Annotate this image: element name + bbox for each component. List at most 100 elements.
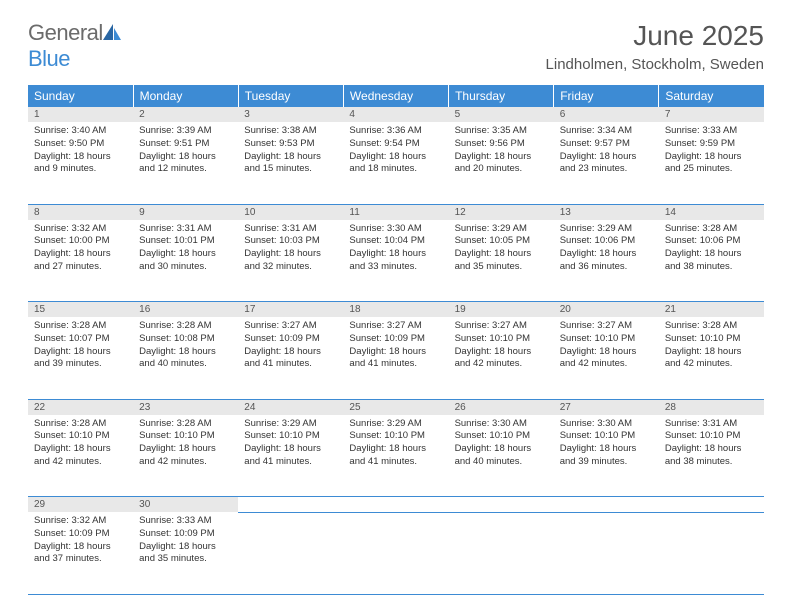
- day-details: Sunrise: 3:28 AMSunset: 10:08 PMDaylight…: [133, 317, 238, 377]
- day-cell: [449, 512, 554, 594]
- day-number-cell: 16: [133, 302, 238, 318]
- day-cell: Sunrise: 3:30 AMSunset: 10:04 PMDaylight…: [343, 220, 448, 302]
- daylight-text: Daylight: 18 hours and 35 minutes.: [139, 541, 232, 567]
- day-cell: Sunrise: 3:27 AMSunset: 10:09 PMDaylight…: [343, 317, 448, 399]
- day-cell: [554, 512, 659, 594]
- daylight-text: Daylight: 18 hours and 27 minutes.: [34, 248, 127, 274]
- day-number-cell: 11: [343, 204, 448, 220]
- sunrise-text: Sunrise: 3:32 AM: [34, 515, 127, 528]
- day-cell: Sunrise: 3:27 AMSunset: 10:09 PMDaylight…: [238, 317, 343, 399]
- day-number-cell: 17: [238, 302, 343, 318]
- day-number-row: 2930: [28, 497, 764, 513]
- sunrise-text: Sunrise: 3:29 AM: [455, 223, 548, 236]
- day-details: Sunrise: 3:40 AMSunset: 9:50 PMDaylight:…: [28, 122, 133, 182]
- sunset-text: Sunset: 10:10 PM: [665, 333, 758, 346]
- sunset-text: Sunset: 9:56 PM: [455, 138, 548, 151]
- day-cell: Sunrise: 3:34 AMSunset: 9:57 PMDaylight:…: [554, 122, 659, 204]
- day-cell: Sunrise: 3:35 AMSunset: 9:56 PMDaylight:…: [449, 122, 554, 204]
- sunrise-text: Sunrise: 3:33 AM: [139, 515, 232, 528]
- daylight-text: Daylight: 18 hours and 42 minutes.: [34, 443, 127, 469]
- day-cell: Sunrise: 3:32 AMSunset: 10:00 PMDaylight…: [28, 220, 133, 302]
- day-details: Sunrise: 3:27 AMSunset: 10:10 PMDaylight…: [554, 317, 659, 377]
- sunset-text: Sunset: 10:09 PM: [244, 333, 337, 346]
- sunrise-text: Sunrise: 3:30 AM: [560, 418, 653, 431]
- sunset-text: Sunset: 10:00 PM: [34, 235, 127, 248]
- daylight-text: Daylight: 18 hours and 33 minutes.: [349, 248, 442, 274]
- day-number-cell: 9: [133, 204, 238, 220]
- sunset-text: Sunset: 9:50 PM: [34, 138, 127, 151]
- header: GeneralBlue June 2025 Lindholmen, Stockh…: [28, 20, 764, 73]
- daylight-text: Daylight: 18 hours and 40 minutes.: [455, 443, 548, 469]
- sunset-text: Sunset: 10:10 PM: [244, 430, 337, 443]
- day-number-cell: 8: [28, 204, 133, 220]
- day-number-cell: [449, 497, 554, 513]
- daylight-text: Daylight: 18 hours and 41 minutes.: [349, 346, 442, 372]
- day-number-cell: 19: [449, 302, 554, 318]
- day-cell: Sunrise: 3:29 AMSunset: 10:06 PMDaylight…: [554, 220, 659, 302]
- logo-part2: Blue: [28, 46, 70, 71]
- daylight-text: Daylight: 18 hours and 18 minutes.: [349, 151, 442, 177]
- sunrise-text: Sunrise: 3:36 AM: [349, 125, 442, 138]
- day-number-cell: 5: [449, 107, 554, 122]
- day-number-cell: 26: [449, 399, 554, 415]
- day-cell: [659, 512, 764, 594]
- day-number-cell: [659, 497, 764, 513]
- sunrise-text: Sunrise: 3:30 AM: [349, 223, 442, 236]
- day-cell: Sunrise: 3:33 AMSunset: 9:59 PMDaylight:…: [659, 122, 764, 204]
- daylight-text: Daylight: 18 hours and 23 minutes.: [560, 151, 653, 177]
- daylight-text: Daylight: 18 hours and 25 minutes.: [665, 151, 758, 177]
- day-cell: Sunrise: 3:28 AMSunset: 10:06 PMDaylight…: [659, 220, 764, 302]
- weekday-header: Monday: [133, 85, 238, 107]
- day-details: Sunrise: 3:33 AMSunset: 10:09 PMDaylight…: [133, 512, 238, 572]
- day-cell: Sunrise: 3:28 AMSunset: 10:10 PMDaylight…: [28, 415, 133, 497]
- weekday-header-row: Sunday Monday Tuesday Wednesday Thursday…: [28, 85, 764, 107]
- day-details: Sunrise: 3:31 AMSunset: 10:01 PMDaylight…: [133, 220, 238, 280]
- sunset-text: Sunset: 10:10 PM: [455, 333, 548, 346]
- sunrise-text: Sunrise: 3:27 AM: [349, 320, 442, 333]
- day-details: Sunrise: 3:35 AMSunset: 9:56 PMDaylight:…: [449, 122, 554, 182]
- daylight-text: Daylight: 18 hours and 38 minutes.: [665, 443, 758, 469]
- day-number-cell: 30: [133, 497, 238, 513]
- logo-sail-icon: [103, 24, 121, 40]
- day-details: Sunrise: 3:29 AMSunset: 10:05 PMDaylight…: [449, 220, 554, 280]
- daylight-text: Daylight: 18 hours and 41 minutes.: [244, 346, 337, 372]
- sunset-text: Sunset: 10:09 PM: [349, 333, 442, 346]
- day-cell: Sunrise: 3:28 AMSunset: 10:10 PMDaylight…: [659, 317, 764, 399]
- day-number-cell: 6: [554, 107, 659, 122]
- logo: GeneralBlue: [28, 20, 121, 72]
- sunset-text: Sunset: 10:10 PM: [455, 430, 548, 443]
- sunrise-text: Sunrise: 3:33 AM: [665, 125, 758, 138]
- daylight-text: Daylight: 18 hours and 40 minutes.: [139, 346, 232, 372]
- day-number-cell: 2: [133, 107, 238, 122]
- sunset-text: Sunset: 10:10 PM: [34, 430, 127, 443]
- day-number-cell: 18: [343, 302, 448, 318]
- day-cell: Sunrise: 3:30 AMSunset: 10:10 PMDaylight…: [554, 415, 659, 497]
- daylight-text: Daylight: 18 hours and 37 minutes.: [34, 541, 127, 567]
- sunrise-text: Sunrise: 3:27 AM: [560, 320, 653, 333]
- title-block: June 2025 Lindholmen, Stockholm, Sweden: [546, 20, 764, 73]
- weekday-header: Sunday: [28, 85, 133, 107]
- sunset-text: Sunset: 10:06 PM: [560, 235, 653, 248]
- daylight-text: Daylight: 18 hours and 39 minutes.: [34, 346, 127, 372]
- sunrise-text: Sunrise: 3:34 AM: [560, 125, 653, 138]
- day-number-cell: 25: [343, 399, 448, 415]
- day-number-cell: 27: [554, 399, 659, 415]
- daylight-text: Daylight: 18 hours and 38 minutes.: [665, 248, 758, 274]
- day-cell: Sunrise: 3:32 AMSunset: 10:09 PMDaylight…: [28, 512, 133, 594]
- sunrise-text: Sunrise: 3:28 AM: [34, 418, 127, 431]
- day-cell: [238, 512, 343, 594]
- day-number-cell: 24: [238, 399, 343, 415]
- sunset-text: Sunset: 10:04 PM: [349, 235, 442, 248]
- sunrise-text: Sunrise: 3:28 AM: [665, 320, 758, 333]
- logo-text: GeneralBlue: [28, 20, 121, 72]
- sunrise-text: Sunrise: 3:35 AM: [455, 125, 548, 138]
- day-details: Sunrise: 3:36 AMSunset: 9:54 PMDaylight:…: [343, 122, 448, 182]
- daylight-text: Daylight: 18 hours and 12 minutes.: [139, 151, 232, 177]
- daylight-text: Daylight: 18 hours and 42 minutes.: [139, 443, 232, 469]
- day-details: Sunrise: 3:31 AMSunset: 10:10 PMDaylight…: [659, 415, 764, 475]
- day-cell: Sunrise: 3:33 AMSunset: 10:09 PMDaylight…: [133, 512, 238, 594]
- day-number-cell: 14: [659, 204, 764, 220]
- daylight-text: Daylight: 18 hours and 20 minutes.: [455, 151, 548, 177]
- day-number-cell: 13: [554, 204, 659, 220]
- day-details: Sunrise: 3:32 AMSunset: 10:09 PMDaylight…: [28, 512, 133, 572]
